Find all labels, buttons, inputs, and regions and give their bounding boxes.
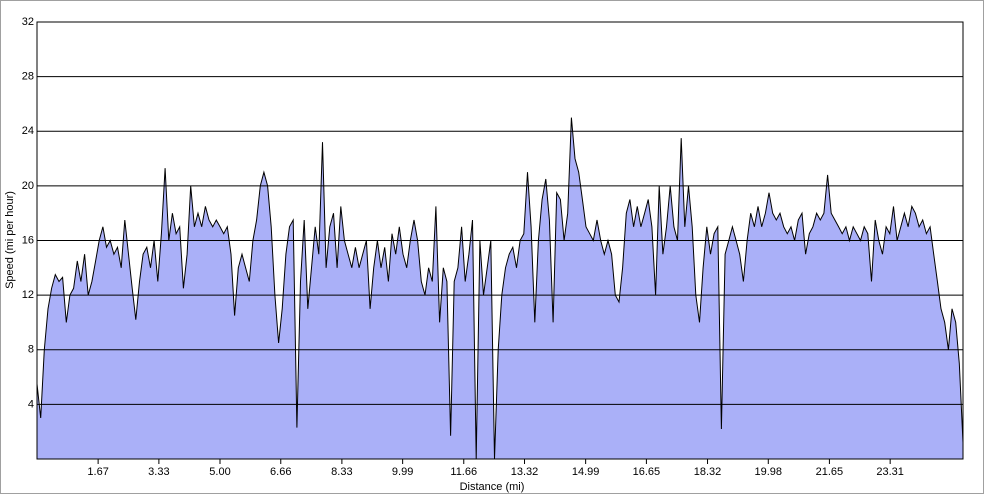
- y-tick-label: 4: [28, 398, 34, 410]
- speed-line: [36, 117, 964, 460]
- x-tick-label: 18.32: [694, 466, 722, 478]
- y-tick-label: 16: [22, 234, 34, 246]
- x-tick-label: 11.66: [450, 466, 477, 478]
- x-tick-label: 6.66: [270, 466, 291, 478]
- y-tick-label: 24: [22, 125, 34, 137]
- y-axis-label: Speed (mi per hour): [4, 191, 16, 289]
- x-axis-label: Distance (mi): [460, 481, 525, 493]
- area-fill: [37, 117, 963, 459]
- y-tick-label: 32: [22, 16, 34, 28]
- x-tick-label: 16.65: [633, 466, 661, 478]
- x-tick-label: 9.99: [392, 466, 413, 478]
- y-tick-label: 12: [22, 289, 34, 301]
- x-tick-label: 5.00: [209, 466, 230, 478]
- x-tick-label: 3.33: [148, 466, 169, 478]
- x-tick-label: 19.98: [755, 466, 783, 478]
- x-tick-label: 21.65: [816, 466, 844, 478]
- x-tick-label: 1.67: [87, 466, 108, 478]
- x-tick-label: 14.99: [572, 466, 600, 478]
- x-tick-label: 23.31: [876, 466, 904, 478]
- y-tick-label: 28: [22, 71, 34, 83]
- x-tick-label: 13.32: [511, 466, 539, 478]
- plot-border: [36, 21, 964, 460]
- y-tick-label: 8: [28, 344, 34, 356]
- x-tick-label: 8.33: [331, 466, 352, 478]
- y-tick-label: 20: [22, 180, 34, 192]
